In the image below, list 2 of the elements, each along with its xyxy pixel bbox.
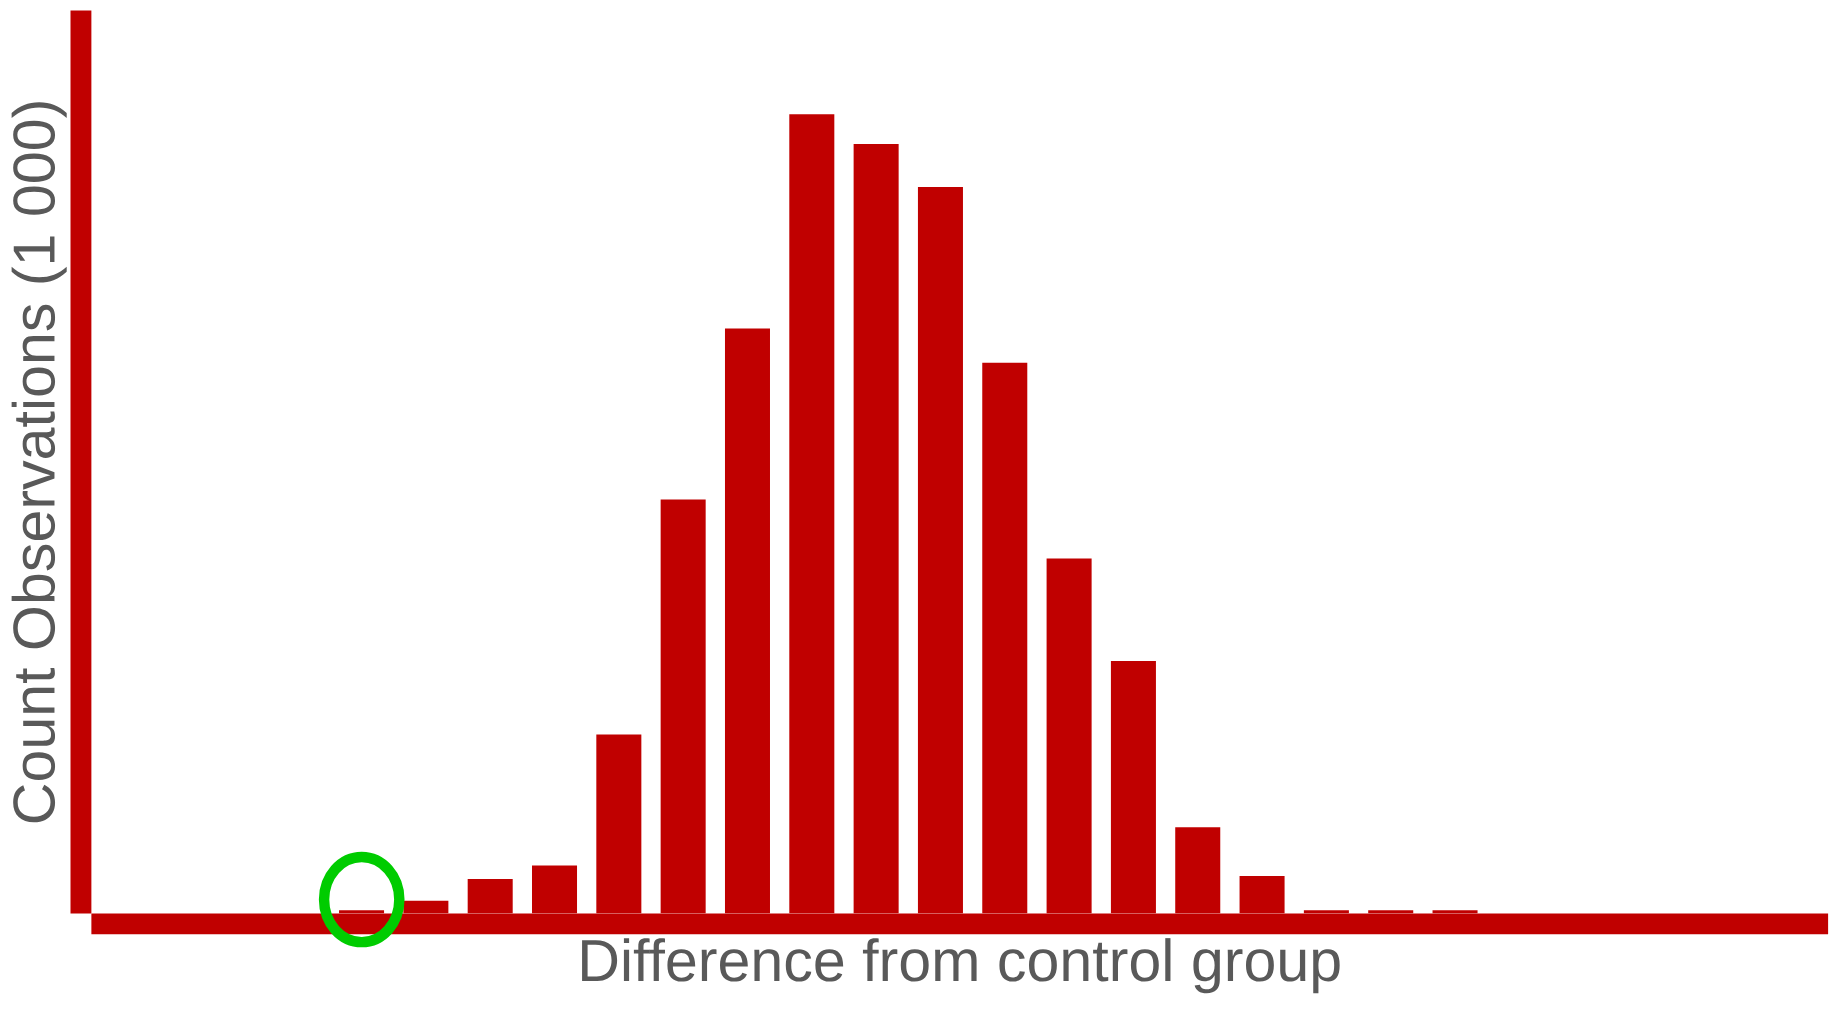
y-axis-title: Count Observations (1 000): [11, 102, 67, 823]
x-axis-title: Difference from control group: [582, 937, 1340, 994]
